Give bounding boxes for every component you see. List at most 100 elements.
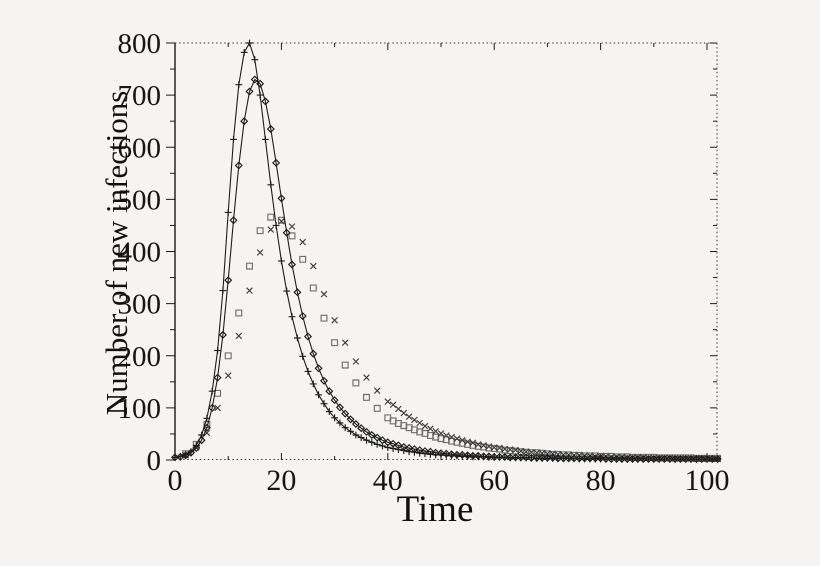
diamond-marker (208, 403, 217, 412)
plus-marker (235, 81, 243, 89)
x-marker (501, 445, 509, 453)
plus-marker (384, 444, 392, 451)
plus-marker (421, 450, 429, 458)
x-marker (224, 372, 232, 379)
plus-marker (400, 447, 408, 454)
x-marker (395, 405, 402, 413)
x-marker (522, 448, 530, 456)
x-marker (278, 217, 285, 225)
plus-marker (272, 222, 280, 229)
plus-marker (176, 453, 184, 460)
plus-marker (262, 136, 269, 143)
plus-marker (192, 442, 200, 449)
x-marker (490, 444, 498, 451)
x-marker (421, 422, 429, 430)
plus-marker (395, 446, 402, 453)
x-marker (267, 226, 275, 233)
diamond-marker (266, 124, 275, 134)
plus-marker (283, 287, 291, 295)
diamond-marker (319, 376, 329, 385)
diamond-marker (272, 158, 281, 167)
x-tick-label: 100 (685, 464, 730, 497)
diamond-marker (373, 433, 382, 442)
x-marker (432, 427, 440, 435)
diamond-marker (277, 194, 286, 203)
square-marker (224, 352, 232, 360)
diamond-marker (341, 409, 350, 418)
x-axis-title: Time (396, 489, 474, 530)
diamond-marker (229, 216, 238, 225)
x-tick-label: 80 (586, 464, 616, 497)
x-marker (384, 398, 392, 405)
plus-marker (294, 334, 301, 342)
square-marker (320, 314, 328, 322)
x-marker (299, 238, 307, 246)
plus-marker (336, 419, 344, 427)
square-marker (331, 339, 339, 347)
x-tick-label: 0 (168, 464, 183, 497)
diamond-marker (314, 364, 323, 373)
diamond-marker (282, 228, 291, 237)
plus-marker (171, 454, 179, 461)
x-marker (256, 249, 264, 256)
x-marker (533, 449, 541, 457)
plus-marker (304, 368, 312, 375)
diamond-marker (325, 387, 334, 396)
square-marker (277, 216, 285, 224)
x-marker (363, 374, 370, 381)
diamond-marker (213, 373, 222, 382)
plus-marker (208, 387, 216, 395)
x-marker (480, 442, 487, 449)
plus-marker (224, 209, 232, 216)
diamond-marker (293, 288, 302, 297)
diamond-marker (192, 443, 201, 453)
plus-marker (203, 414, 211, 422)
plus-marker (315, 391, 322, 399)
y-tick-label: 400 (118, 237, 162, 269)
x-marker (528, 448, 535, 456)
x-tick-label: 60 (479, 464, 509, 497)
diamond-marker (346, 415, 355, 424)
diamond-marker (330, 396, 339, 405)
x-marker (496, 444, 503, 452)
x-marker (411, 416, 418, 424)
plus-marker (379, 442, 386, 450)
plus-marker (278, 257, 285, 265)
plus-marker (341, 424, 349, 432)
diamond-marker (261, 97, 270, 106)
y-tick-label: 100 (118, 393, 162, 425)
plus-marker (714, 455, 721, 463)
x-marker (341, 339, 349, 347)
diamond-marker (240, 117, 249, 126)
x-marker (400, 409, 408, 417)
plus-marker (368, 438, 376, 446)
diamond-marker (234, 161, 243, 170)
plus-marker (267, 181, 275, 189)
square-marker (288, 232, 296, 240)
diamond-marker (357, 424, 366, 433)
x-marker (405, 413, 413, 421)
x-marker (309, 262, 317, 270)
diamond-marker (367, 430, 376, 440)
x-marker (389, 401, 397, 409)
x-marker (554, 450, 562, 458)
y-tick-label: 300 (118, 289, 162, 321)
plus-marker (570, 455, 578, 462)
diamond-marker (362, 427, 371, 436)
square-marker (341, 361, 349, 369)
plus-marker (299, 352, 307, 360)
x-marker (246, 287, 253, 294)
plus-marker (198, 431, 205, 439)
plus-marker (373, 441, 381, 448)
y-tick-label: 0 (147, 445, 162, 477)
x-marker (474, 441, 482, 448)
plus-marker (219, 287, 227, 294)
plus-marker (347, 427, 354, 435)
diamond-marker (245, 87, 254, 96)
square-marker (246, 262, 253, 270)
plus-marker (352, 431, 360, 439)
y-axis-title: Number of new infections (99, 90, 134, 416)
diamond-marker (298, 312, 307, 321)
plus-marker (214, 347, 221, 354)
